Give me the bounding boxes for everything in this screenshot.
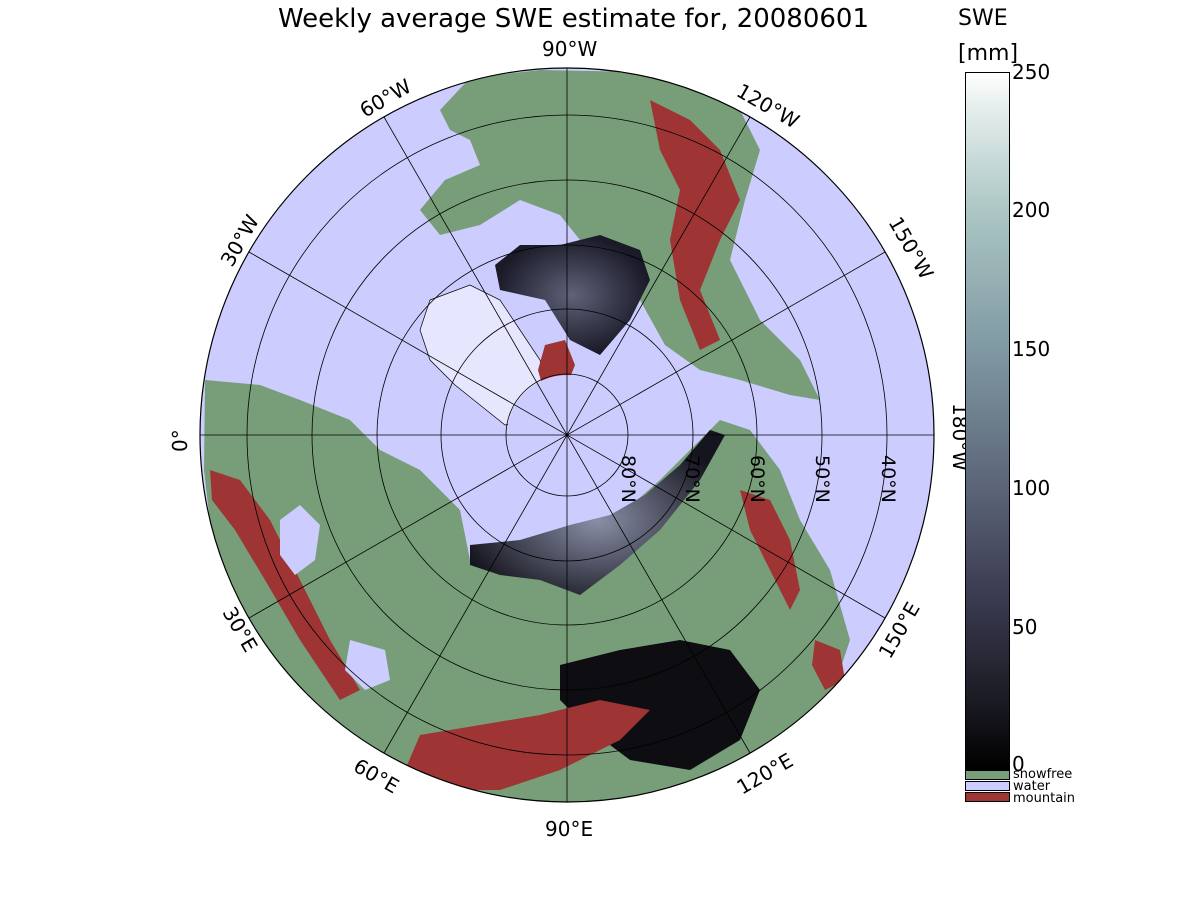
- colorbar-tick-0: 0: [1012, 752, 1025, 776]
- rocky-mountains: [650, 100, 740, 350]
- legend-swatch-water: [965, 781, 1010, 791]
- baltic-sea: [280, 505, 320, 575]
- swe-colorbar: [965, 72, 1010, 770]
- legend-label-snowfree: snowfree: [1013, 767, 1073, 782]
- colorbar-unit: [mm]: [958, 41, 1019, 66]
- legend-label-water: water: [1013, 779, 1051, 794]
- map-title: Weekly average SWE estimate for, 2008060…: [278, 4, 870, 34]
- east-asia-mountains: [740, 490, 800, 610]
- lat-label-70n: 70°N: [681, 455, 703, 503]
- legend-label-mountain: mountain: [1013, 791, 1076, 806]
- colorbar-tick-150: 150: [1012, 337, 1051, 361]
- lon-label-90w: 90°W: [542, 37, 597, 61]
- legend-swatch-mountain: [965, 792, 1010, 802]
- black-caspian-sea: [345, 640, 390, 690]
- colorbar-tick-50: 50: [1012, 615, 1038, 639]
- graticule: [200, 68, 934, 802]
- colorbar-tick-250: 250: [1012, 60, 1051, 84]
- lon-label-0: 0°: [168, 429, 192, 452]
- lon-label-90e: 90°E: [545, 817, 593, 841]
- lat-label-60n: 60°N: [746, 455, 768, 503]
- lon-label-60e: 60°E: [350, 754, 404, 799]
- scandinavia-mountains: [210, 470, 360, 700]
- colorbar-tick-200: 200: [1012, 198, 1051, 222]
- colorbar-title: SWE: [958, 6, 1008, 31]
- lat-label-40n: 40°N: [877, 455, 899, 503]
- himalaya-mountains: [405, 700, 650, 790]
- colorbar-tick-100: 100: [1012, 476, 1051, 500]
- siberia-snow-cover: [470, 430, 725, 595]
- legend-swatch-snowfree: [965, 770, 1010, 780]
- lat-label-50n: 50°N: [811, 455, 833, 503]
- lat-label-80n: 80°N: [617, 455, 639, 503]
- japan-kamchatka-mountains: [812, 640, 845, 690]
- arctic-snow-cover: [495, 235, 650, 355]
- map-boundary: [199, 67, 935, 803]
